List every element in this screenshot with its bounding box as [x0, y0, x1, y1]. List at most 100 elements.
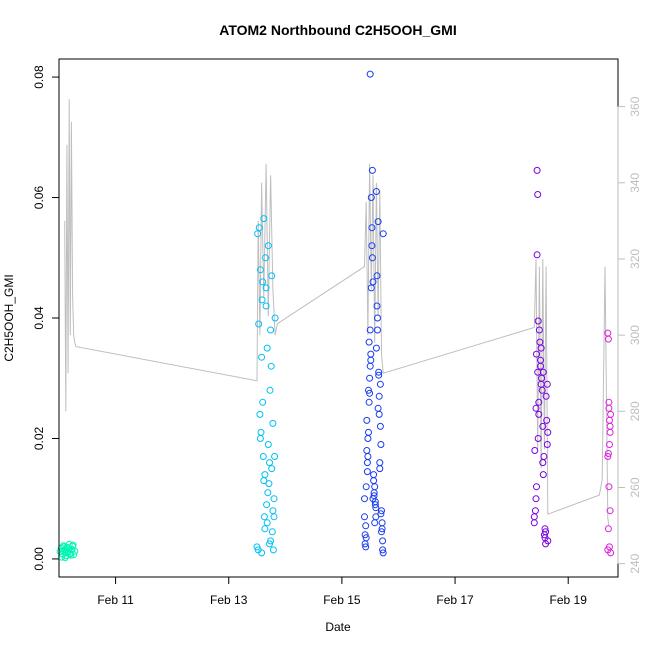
- data-point: [369, 278, 377, 286]
- data-point: [270, 513, 278, 521]
- data-point: [264, 441, 272, 448]
- data-point: [366, 70, 374, 78]
- x-tick-label: Feb 17: [436, 593, 474, 607]
- data-point: [604, 546, 612, 554]
- y-axis-label: C2H5OOH_GMI: [2, 274, 16, 361]
- data-point: [66, 550, 74, 558]
- data-point: [262, 254, 269, 262]
- data-point: [605, 404, 613, 412]
- data-point: [364, 453, 372, 460]
- y2-tick-label: 260: [628, 477, 642, 497]
- data-point: [375, 410, 383, 418]
- data-point: [264, 489, 272, 497]
- data-point: [269, 419, 277, 427]
- data-point: [260, 215, 268, 223]
- data-point: [258, 296, 266, 304]
- data-point: [365, 338, 373, 346]
- data-point: [270, 495, 278, 503]
- data-point: [541, 534, 549, 542]
- data-point: [376, 380, 384, 388]
- data-point: [362, 522, 370, 530]
- data-point: [379, 537, 387, 545]
- data-point: [539, 459, 547, 467]
- data-point: [268, 528, 276, 536]
- y2-tick-label: 280: [628, 401, 642, 421]
- data-point: [533, 166, 541, 174]
- data-point: [605, 483, 613, 491]
- data-point: [533, 350, 540, 358]
- data-point: [259, 278, 267, 286]
- data-point: [361, 540, 369, 548]
- data-point: [266, 386, 274, 394]
- data-point: [534, 317, 542, 325]
- data-point: [262, 302, 270, 310]
- x-tick-label: Feb 11: [97, 593, 134, 607]
- data-point: [375, 371, 383, 379]
- data-point: [538, 386, 546, 394]
- data-point: [371, 501, 379, 509]
- data-point: [372, 188, 380, 195]
- data-point: [606, 441, 613, 448]
- data-point: [534, 191, 542, 198]
- data-point: [604, 335, 612, 343]
- y-tick-label: 0.00: [32, 547, 46, 571]
- data-point: [543, 416, 551, 424]
- data-point: [539, 368, 547, 376]
- data-point: [606, 507, 614, 515]
- data-point: [263, 344, 271, 352]
- data-point: [361, 531, 369, 539]
- data-point: [535, 326, 543, 334]
- data-point: [533, 483, 540, 491]
- data-point: [366, 374, 374, 382]
- data-point: [534, 435, 542, 442]
- data-point: [361, 495, 368, 503]
- data-point: [254, 230, 262, 238]
- data-point: [537, 362, 544, 370]
- data-point: [366, 389, 374, 397]
- data-point: [370, 471, 378, 479]
- data-point: [372, 513, 380, 521]
- data-point: [535, 410, 543, 418]
- data-point: [543, 441, 551, 448]
- data-point: [376, 459, 384, 467]
- data-point: [373, 272, 381, 280]
- data-point: [379, 546, 387, 554]
- data-point: [544, 428, 552, 436]
- data-point: [266, 459, 273, 467]
- data-point: [60, 543, 68, 551]
- x-tick-label: Feb 13: [210, 593, 248, 607]
- x-tick-label: Feb 15: [323, 593, 361, 607]
- data-point: [376, 422, 384, 430]
- data-point: [368, 254, 376, 262]
- y-tick-label: 0.06: [32, 186, 46, 210]
- data-point: [379, 230, 387, 238]
- data-point: [539, 422, 547, 430]
- data-point: [262, 284, 270, 292]
- data-point: [68, 546, 76, 554]
- data-point: [531, 447, 539, 454]
- data-point: [258, 549, 266, 557]
- data-point: [266, 540, 273, 548]
- data-point: [530, 513, 538, 521]
- data-point: [69, 541, 77, 549]
- y-tick-label: 0.08: [32, 65, 46, 89]
- data-point: [368, 242, 376, 250]
- data-point: [367, 194, 375, 201]
- data-point: [362, 483, 370, 491]
- data-point: [532, 495, 540, 503]
- data-point: [604, 450, 612, 457]
- data-point: [542, 392, 550, 400]
- data-point: [263, 501, 271, 509]
- data-point: [366, 362, 374, 370]
- data-point: [365, 386, 372, 394]
- data-point: [370, 492, 378, 500]
- data-point: [361, 513, 368, 521]
- data-point: [378, 519, 386, 527]
- data-point: [368, 224, 376, 232]
- data-point: [375, 368, 383, 376]
- x-tick-label: Feb 19: [550, 593, 588, 607]
- data-point: [365, 398, 373, 406]
- data-point: [365, 428, 372, 436]
